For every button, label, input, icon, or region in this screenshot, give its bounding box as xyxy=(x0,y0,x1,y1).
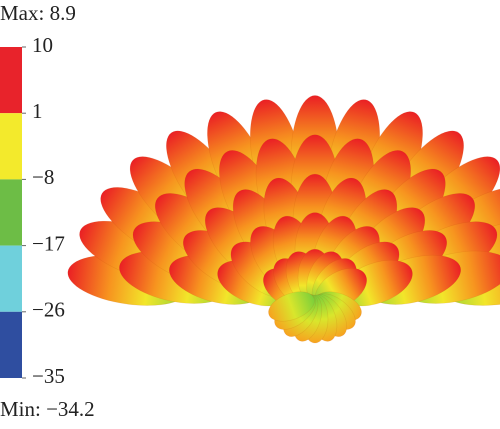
tick-label: −8 xyxy=(32,165,54,189)
tick-label: −35 xyxy=(32,364,65,388)
radiation-pattern xyxy=(67,95,500,344)
colorbar-band xyxy=(0,245,22,312)
tick-label: 1 xyxy=(32,99,43,123)
colorbar-band xyxy=(0,311,22,378)
tick-label: −17 xyxy=(32,231,65,255)
colorbar-band xyxy=(0,47,22,114)
max-label: Max: 8.9 xyxy=(0,1,76,25)
petal xyxy=(268,291,315,322)
colorbar-band xyxy=(0,113,22,180)
tick-label: −26 xyxy=(32,298,65,322)
min-label: Min: −34.2 xyxy=(0,397,95,421)
colorbar-band xyxy=(0,179,22,246)
tick-label: 10 xyxy=(32,33,53,57)
